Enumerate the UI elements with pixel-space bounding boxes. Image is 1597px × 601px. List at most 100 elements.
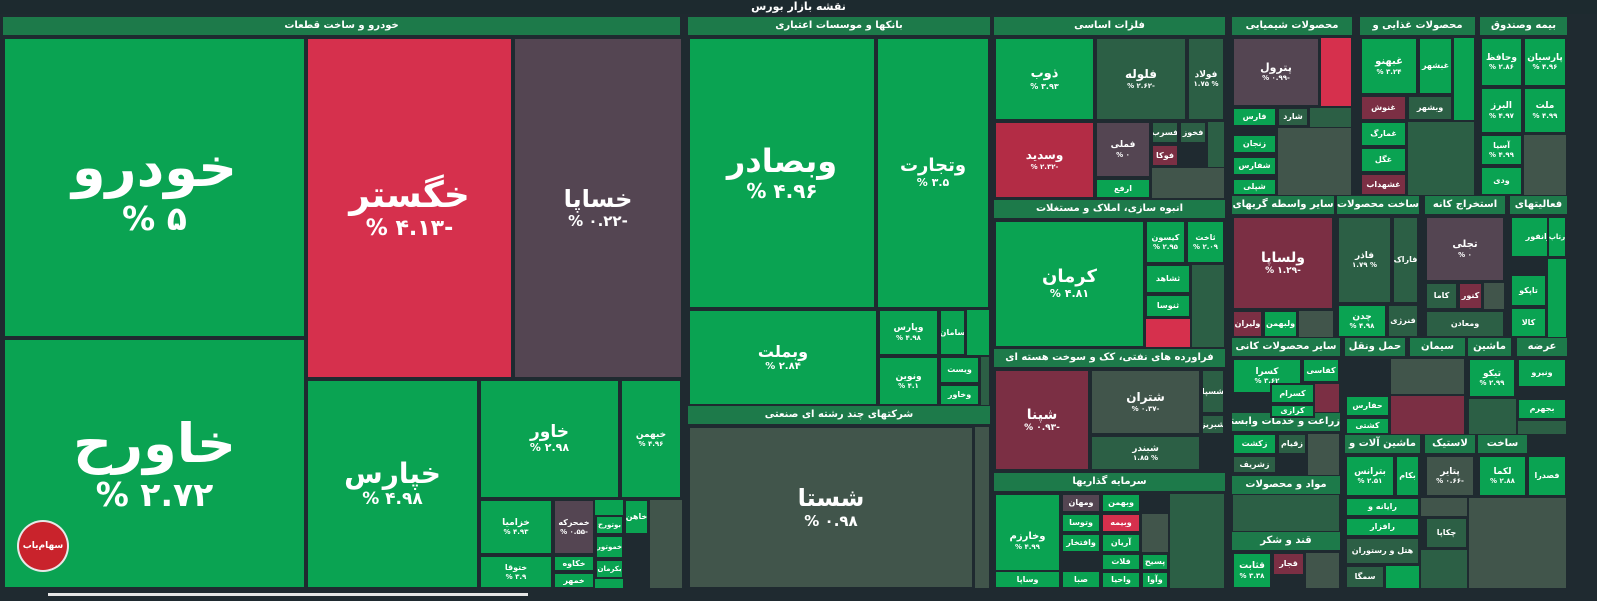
sector-header[interactable]: ماشین (1468, 338, 1511, 356)
stock-tile[interactable]: کفاسی (1302, 358, 1340, 383)
stock-tile[interactable]: ثاخت% ۲.۰۹ (1186, 220, 1225, 264)
stock-tile[interactable]: رافزار (1345, 517, 1420, 537)
stock-tile[interactable]: خمحرکه% ۰.۵۵- (553, 499, 595, 555)
stock-tile[interactable]: خپارس% ۴.۹۸ (306, 379, 479, 589)
stock-tile[interactable]: کسرا% ۳.۶۲ (1232, 358, 1302, 394)
stock-tile[interactable]: بکام (1395, 455, 1420, 497)
stock-tile[interactable]: وبهمن (1101, 493, 1141, 513)
stock-tile[interactable]: وتوسا (1061, 513, 1101, 533)
stock-tile[interactable]: واحیا (1101, 571, 1141, 589)
stock-tile[interactable]: فنرژی (1387, 304, 1419, 338)
sector-header[interactable]: سرمایه گذاریها (994, 473, 1225, 491)
stock-tile[interactable]: شبندر ۱.۸۵ % (1090, 435, 1201, 471)
stock-tile[interactable]: خاهن (624, 499, 649, 535)
symbol-cell[interactable] (1151, 167, 1225, 199)
sector-header[interactable]: فلزات اساسی (994, 17, 1225, 35)
sector-header[interactable]: حمل ونقل (1345, 338, 1405, 356)
stock-tile[interactable]: تیکو% ۲.۹۹ (1468, 358, 1516, 398)
stock-tile[interactable]: کالا (1510, 307, 1547, 338)
stock-tile[interactable]: حفارس (1345, 395, 1390, 417)
stock-tile[interactable]: غنوش (1360, 95, 1407, 121)
symbol-cell[interactable] (1420, 497, 1468, 517)
stock-tile[interactable]: ودی (1480, 166, 1523, 196)
sector-header[interactable]: ساخت محصولات (1337, 196, 1419, 214)
symbol-cell[interactable] (1390, 395, 1465, 435)
stock-tile[interactable]: فخوز (1179, 121, 1207, 144)
stock-tile[interactable]: بترانس% ۲.۵۱ (1345, 455, 1395, 497)
stock-tile[interactable]: فلوله% ۲.۶۲- (1095, 37, 1187, 121)
stock-tile[interactable]: پسیح (1141, 553, 1169, 571)
sector-header[interactable]: عرضه (1517, 338, 1567, 356)
stock-tile[interactable]: غبشهر (1418, 37, 1453, 95)
stock-tile[interactable]: بوتورح (595, 515, 624, 535)
stock-tile[interactable]: قثابت% ۳.۳۸ (1232, 552, 1272, 589)
stock-tile[interactable]: ذوب% ۳.۹۳ (994, 37, 1095, 121)
stock-tile[interactable]: قجار (1272, 552, 1305, 576)
stock-tile[interactable]: زکشت (1232, 433, 1277, 455)
stock-tile[interactable]: البرز% ۴.۹۷ (1480, 87, 1523, 134)
stock-tile[interactable]: صبا (1061, 570, 1101, 589)
sector-header[interactable]: انبوه سازی، املاک و مستغلات (994, 200, 1225, 218)
stock-tile[interactable]: خاور% ۲.۹۸ (479, 379, 620, 499)
stock-tile[interactable]: ولیران (1232, 310, 1263, 338)
symbol-cell[interactable] (1320, 37, 1352, 107)
stock-tile[interactable]: خساپا% ۰.۲۲- (513, 37, 683, 379)
stock-tile[interactable]: شبریز (1201, 414, 1225, 435)
stock-tile[interactable]: سمگا (1345, 565, 1385, 589)
stock-tile[interactable]: وبیمه (1101, 513, 1141, 533)
stock-tile[interactable]: غشهداب (1360, 173, 1407, 196)
symbol-cell[interactable] (1385, 565, 1420, 589)
symbol-cell[interactable] (1305, 552, 1340, 589)
stock-tile[interactable]: چکاپا (1425, 517, 1468, 549)
symbol-cell[interactable] (1407, 121, 1475, 196)
sector-header[interactable]: بانکها و موسسات اعتباری (688, 17, 990, 35)
stock-tile[interactable]: غمارگ (1360, 121, 1407, 147)
stock-tile[interactable]: کیسون% ۲.۹۵ (1145, 220, 1186, 264)
symbol-cell[interactable] (1232, 494, 1340, 532)
stock-tile[interactable]: ونیرو (1517, 358, 1567, 388)
stock-tile[interactable]: شپنا% ۰.۹۳- (994, 369, 1090, 471)
stock-tile[interactable]: خگستر% ۴.۱۳- (306, 37, 513, 379)
symbol-cell[interactable] (1420, 549, 1468, 589)
stock-tile[interactable]: بکرمان (595, 559, 624, 579)
stock-tile[interactable]: وبملت% ۲.۸۴ (688, 309, 878, 406)
stock-tile[interactable]: زشریف (1232, 455, 1277, 474)
stock-tile[interactable]: ونوین% ۴.۱ (878, 356, 939, 406)
symbol-cell[interactable] (1307, 433, 1340, 476)
stock-tile[interactable]: رتاپ (1547, 216, 1567, 258)
stock-tile[interactable]: ولبهمن (1263, 310, 1298, 338)
symbol-cell[interactable] (1169, 493, 1225, 589)
symbol-cell[interactable] (974, 426, 990, 589)
stock-tile[interactable]: وخاور (939, 384, 980, 406)
stock-tile[interactable]: فاراک (1392, 216, 1419, 304)
symbol-cell[interactable] (1390, 358, 1465, 395)
stock-tile[interactable]: خاورح% ۲.۷۲ (3, 338, 306, 589)
stock-tile[interactable]: ومهان (1061, 493, 1101, 513)
sector-header[interactable]: فعالیتهای (1510, 196, 1567, 214)
sector-header[interactable]: قند و شکر (1232, 532, 1340, 550)
stock-tile[interactable]: زقیام (1277, 433, 1307, 455)
symbol-cell[interactable] (1468, 398, 1517, 435)
sector-header[interactable]: استخراج کانه (1425, 196, 1505, 214)
sector-header[interactable]: محصولات شیمیایی (1232, 17, 1352, 35)
stock-tile[interactable]: فولاد ۱.۷۵ % (1187, 37, 1225, 121)
stock-tile[interactable]: ثنوسا (1145, 294, 1191, 318)
stock-tile[interactable]: آریان (1101, 533, 1141, 553)
stock-tile[interactable]: فسرب (1151, 121, 1179, 144)
stock-tile[interactable]: رایانه و (1345, 497, 1420, 517)
stock-tile[interactable]: ارفع (1095, 178, 1151, 199)
stock-tile[interactable]: چدن% ۴.۹۸ (1337, 304, 1387, 338)
stock-tile[interactable]: وبصادر% ۴.۹۶ (688, 37, 876, 309)
sector-header[interactable]: ساخت (1478, 435, 1527, 453)
sector-header[interactable]: سایر واسطه گریهای (1232, 196, 1334, 214)
stock-tile[interactable]: شتران% ۰.۳۷- (1090, 369, 1201, 435)
stock-tile[interactable]: وافتخار (1061, 533, 1101, 553)
stock-tile[interactable]: وپارس% ۴.۹۸ (878, 309, 939, 356)
stock-tile[interactable]: وتجارت% ۳.۵ (876, 37, 990, 309)
stock-tile[interactable]: وبشهر (1407, 95, 1453, 121)
stock-tile[interactable]: شارد (1277, 107, 1309, 127)
stock-tile[interactable]: فوکا (1151, 144, 1179, 167)
stock-tile[interactable]: خکاوه (553, 555, 595, 572)
stock-tile[interactable]: هتل و رستوران (1345, 537, 1420, 565)
stock-tile[interactable]: شسپا (1201, 369, 1225, 414)
